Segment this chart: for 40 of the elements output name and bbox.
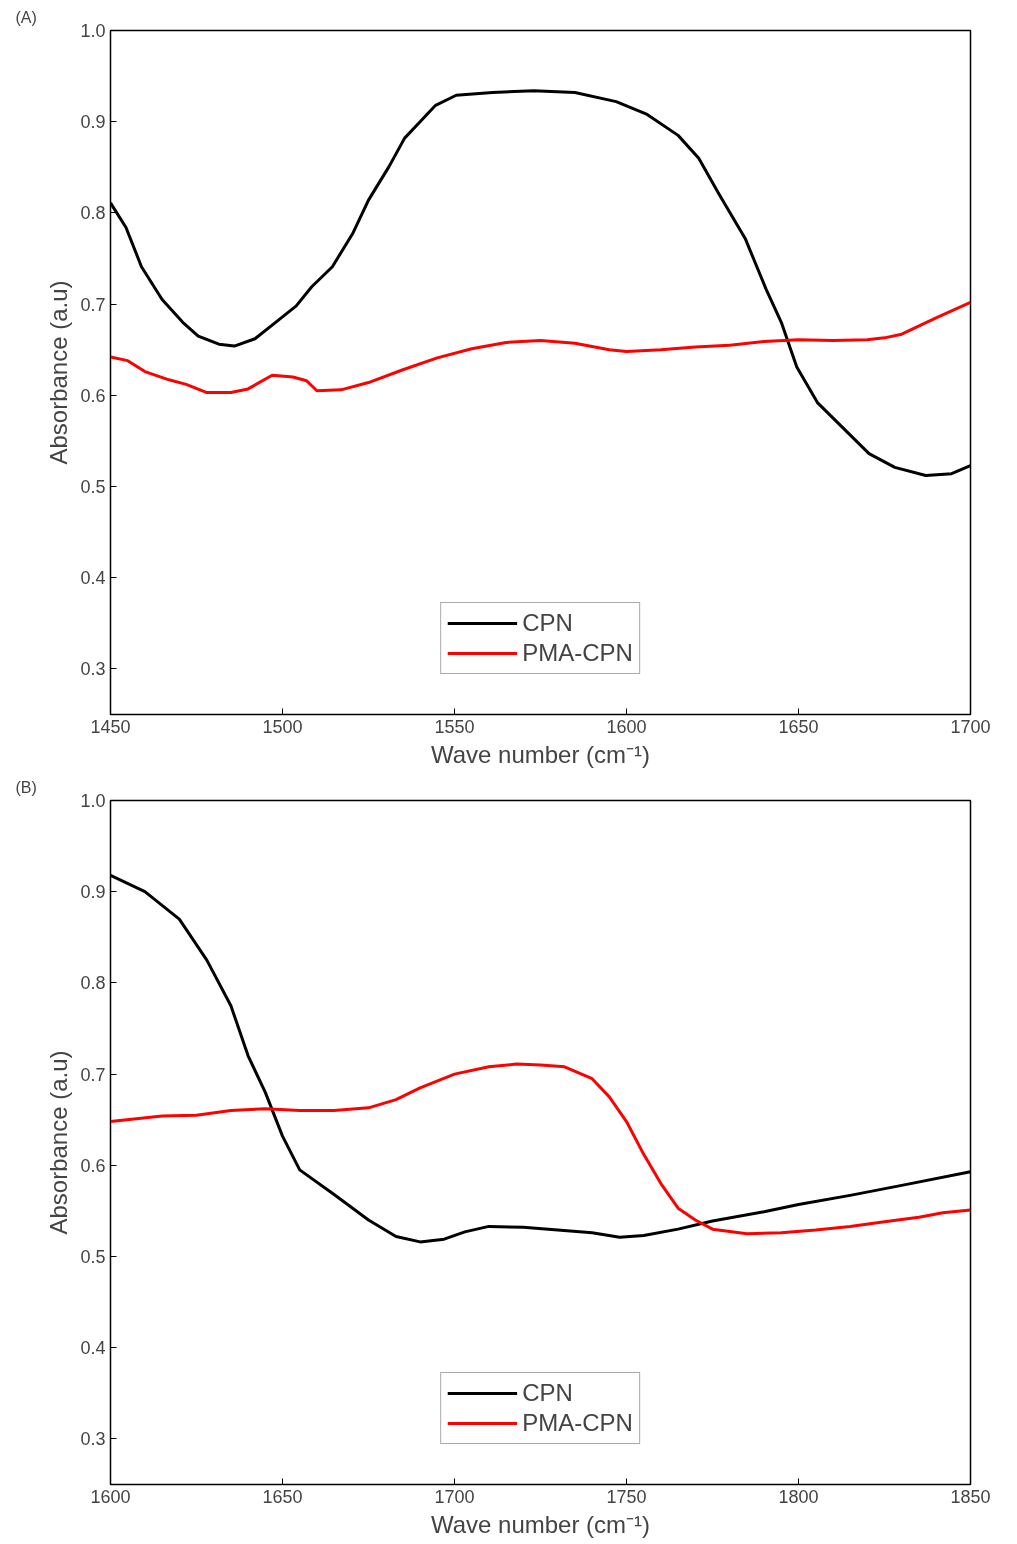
y-tick-label: 0.5	[80, 477, 106, 497]
x-axis-title: Wave number (cm⁻¹)	[430, 1510, 651, 1538]
y-tick-label: 0.7	[80, 1064, 106, 1085]
y-tick-label: 0.9	[80, 112, 106, 133]
y-tick-label: 0.3	[80, 1429, 106, 1450]
x-tick-label: 1450	[90, 716, 131, 737]
y-axis-title: Absorbance (a.u)	[45, 280, 73, 465]
x-tick-label: 1700	[434, 1486, 475, 1507]
legend-label: PMA-CPN	[522, 1409, 633, 1437]
legend-label: CPN	[522, 609, 573, 637]
y-tick-label: 0.7	[80, 294, 106, 315]
x-axis-title: Wave number (cm⁻¹)	[430, 740, 651, 768]
y-tick-label: 0.8	[80, 973, 106, 994]
x-tick-label: 1850	[950, 1486, 991, 1507]
line-series	[110, 300, 971, 395]
x-tick-label: 1750	[606, 1486, 647, 1507]
x-tick-label: 1550	[434, 716, 475, 737]
y-tick-label: 0.4	[80, 568, 106, 589]
y-tick-label: 0.6	[80, 385, 106, 406]
x-tick-label: 1650	[778, 716, 819, 737]
y-tick-label: 0.9	[80, 882, 106, 903]
x-tick-label: 1650	[262, 1486, 303, 1507]
line-series	[110, 1062, 971, 1236]
x-tick-label: 1700	[950, 716, 991, 737]
y-tick-label: 0.4	[80, 1338, 106, 1359]
y-tick-label: 0.3	[80, 659, 106, 680]
x-tick-label: 1600	[606, 716, 647, 737]
legend-label: PMA-CPN	[522, 639, 633, 667]
y-tick-label: 0.5	[80, 1247, 106, 1267]
y-tick-label: 0.6	[80, 1155, 106, 1176]
y-axis-title: Absorbance (a.u)	[45, 1050, 73, 1235]
legend-label: CPN	[522, 1379, 573, 1407]
x-tick-label: 1600	[90, 1486, 131, 1507]
y-tick-label: 1.0	[80, 791, 106, 811]
x-tick-label: 1500	[262, 716, 303, 737]
y-tick-label: 0.8	[80, 203, 106, 224]
y-tick-label: 1.0	[80, 21, 106, 41]
text: (A)	[15, 8, 37, 26]
x-tick-label: 1800	[778, 1486, 819, 1507]
text: (B)	[15, 778, 37, 796]
